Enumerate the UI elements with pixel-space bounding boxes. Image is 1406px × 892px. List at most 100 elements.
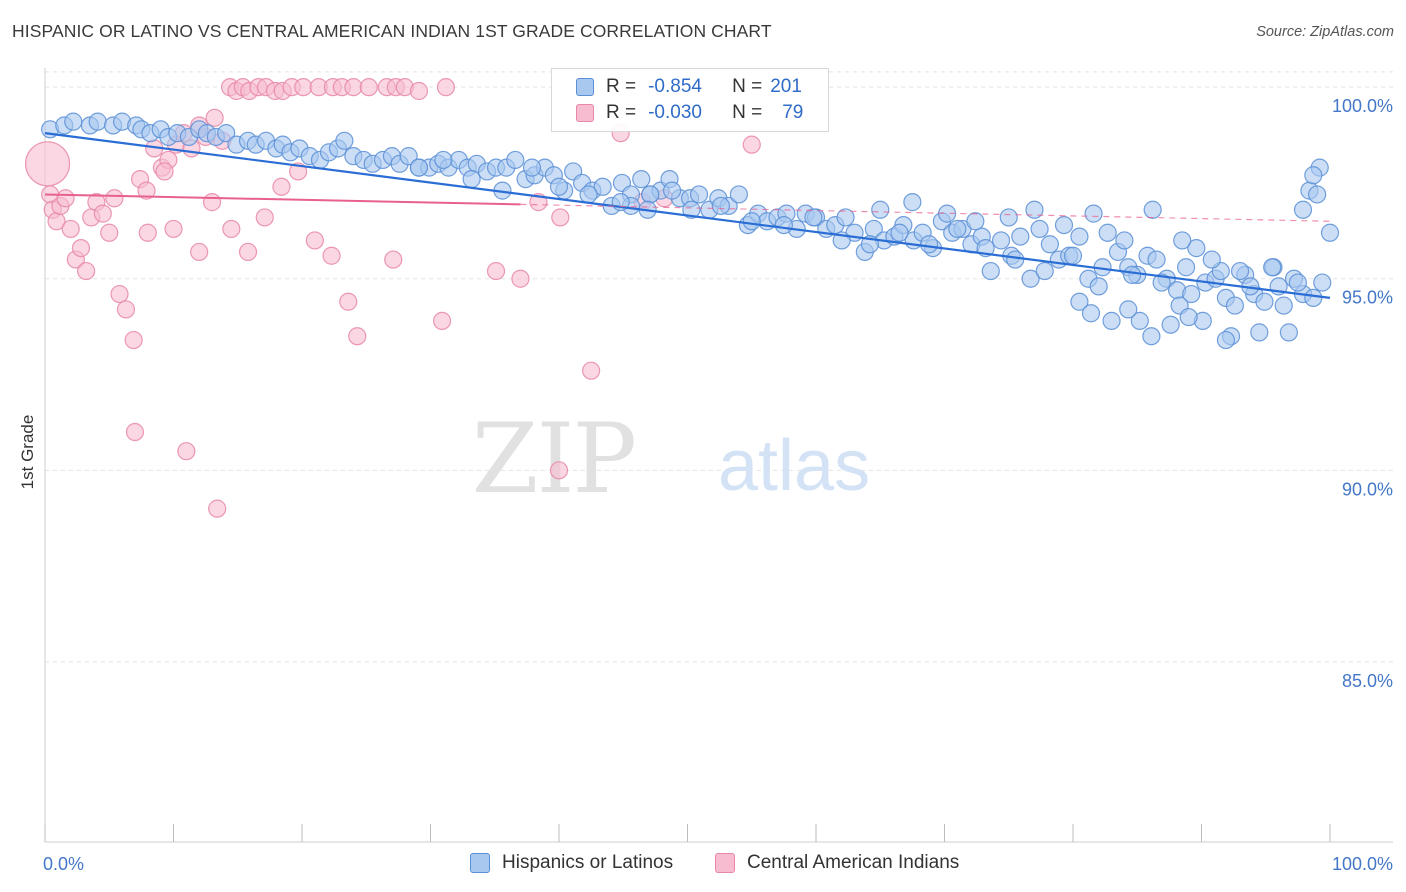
point-central-american — [238, 242, 258, 262]
point-hispanic — [689, 185, 709, 204]
point-hispanic — [506, 150, 525, 170]
watermark: ZIP atlas — [472, 403, 870, 515]
point-hispanic — [1179, 307, 1198, 327]
y-tick-label: 95.0% — [1342, 288, 1393, 308]
point-hispanic — [662, 181, 682, 200]
point-hispanic — [1274, 296, 1293, 315]
point-hispanic — [981, 261, 1000, 281]
point-hispanic — [1255, 292, 1274, 311]
point-hispanic — [804, 208, 823, 227]
point-hispanic — [1320, 223, 1340, 242]
grid-lines — [45, 71, 1393, 663]
point-hispanic — [1081, 304, 1101, 323]
point-central-american — [348, 327, 367, 346]
point-hispanic — [1063, 246, 1083, 265]
point-hispanic — [1143, 200, 1162, 219]
trend-lines — [44, 132, 1331, 299]
point-hispanic — [836, 208, 855, 227]
point-hispanic — [641, 185, 660, 204]
trend-line-central-american-extension — [520, 203, 1331, 222]
point-central-american — [742, 135, 761, 154]
point-central-american — [177, 442, 196, 461]
point-hispanic — [1202, 250, 1221, 269]
point-central-american — [549, 461, 569, 480]
legend-r-label: R = — [606, 102, 637, 123]
point-hispanic — [1070, 227, 1089, 246]
point-central-american — [155, 162, 174, 181]
point-central-american — [77, 261, 96, 281]
point-hispanic — [1308, 185, 1327, 204]
legend-row-hispanic: R = -0.854 N = 201 — [576, 75, 802, 99]
point-central-american — [208, 499, 227, 518]
y-axis-label: 1st Grade — [18, 414, 37, 490]
point-hispanic — [682, 200, 701, 219]
point-hispanic — [1263, 258, 1282, 277]
point-hispanic — [1040, 235, 1059, 254]
point-central-american — [125, 422, 145, 442]
legend-r-value: -0.854 — [648, 76, 702, 97]
legend-n-label: N = — [732, 76, 763, 97]
point-hispanic — [88, 112, 107, 131]
point-hispanic — [217, 124, 236, 143]
point-hispanic — [1054, 215, 1074, 235]
point-hispanic — [1119, 300, 1138, 319]
legend-n-value: 201 — [770, 76, 802, 97]
point-hispanic — [1304, 288, 1323, 308]
point-central-american — [205, 108, 224, 127]
point-central-american — [384, 250, 403, 269]
point-hispanic — [1230, 261, 1250, 281]
point-hispanic — [1011, 227, 1030, 246]
point-hispanic — [1152, 273, 1171, 292]
point-hispanic — [711, 196, 731, 216]
point-hispanic — [593, 177, 612, 196]
point-central-american — [255, 208, 274, 227]
point-hispanic — [729, 185, 749, 204]
point-hispanic — [1089, 277, 1108, 296]
point-central-american — [138, 223, 157, 242]
point-hispanic — [632, 170, 651, 189]
tick-labels: 100.0% 95.0% 90.0% 85.0% 0.0% 100.0% — [43, 96, 1393, 874]
point-hispanic — [1102, 311, 1121, 330]
point-hispanic — [1123, 265, 1142, 285]
series-legend-item-central-american[interactable]: Central American Indians — [715, 852, 959, 874]
point-hispanic — [522, 158, 542, 177]
legend-swatch-pink — [576, 104, 594, 122]
point-hispanic — [1161, 315, 1180, 334]
point-central-american — [339, 292, 358, 311]
point-hispanic — [1279, 323, 1298, 342]
legend-n-label: N = — [732, 102, 763, 123]
point-hispanic — [1021, 269, 1040, 288]
point-hispanic — [1115, 231, 1134, 250]
point-central-american — [551, 208, 570, 227]
point-central-american — [305, 231, 324, 250]
series-legend-label: Central American Indians — [747, 852, 960, 873]
point-central-american — [409, 81, 429, 101]
chart-source: Source: ZipAtlas.com — [1256, 24, 1394, 40]
point-hispanic — [64, 112, 83, 131]
trend-line-central-american — [44, 193, 521, 206]
data-points — [24, 78, 1340, 518]
point-hispanic — [1142, 327, 1161, 346]
point-hispanic — [1025, 200, 1044, 219]
legend-r-label: R = — [606, 76, 637, 97]
point-central-american — [24, 141, 71, 187]
point-central-american — [56, 189, 75, 208]
point-central-american — [272, 177, 291, 196]
point-hispanic — [991, 231, 1011, 250]
point-hispanic — [1225, 296, 1245, 315]
point-hispanic — [1030, 219, 1049, 239]
point-hispanic — [1176, 258, 1196, 277]
point-central-american — [137, 181, 156, 200]
point-hispanic — [335, 131, 354, 150]
point-hispanic — [903, 193, 922, 212]
point-hispanic — [1098, 223, 1117, 242]
stats-legend: R = -0.854 N = 201 R = -0.030 N = 79 — [551, 68, 829, 132]
point-central-american — [294, 78, 313, 97]
point-hispanic — [1173, 231, 1192, 250]
series-legend-item-hispanic[interactable]: Hispanics or Latinos — [470, 852, 673, 874]
point-central-american — [110, 284, 129, 304]
point-hispanic — [1130, 311, 1149, 330]
point-hispanic — [434, 150, 453, 170]
x-tick-label: 0.0% — [43, 854, 84, 874]
